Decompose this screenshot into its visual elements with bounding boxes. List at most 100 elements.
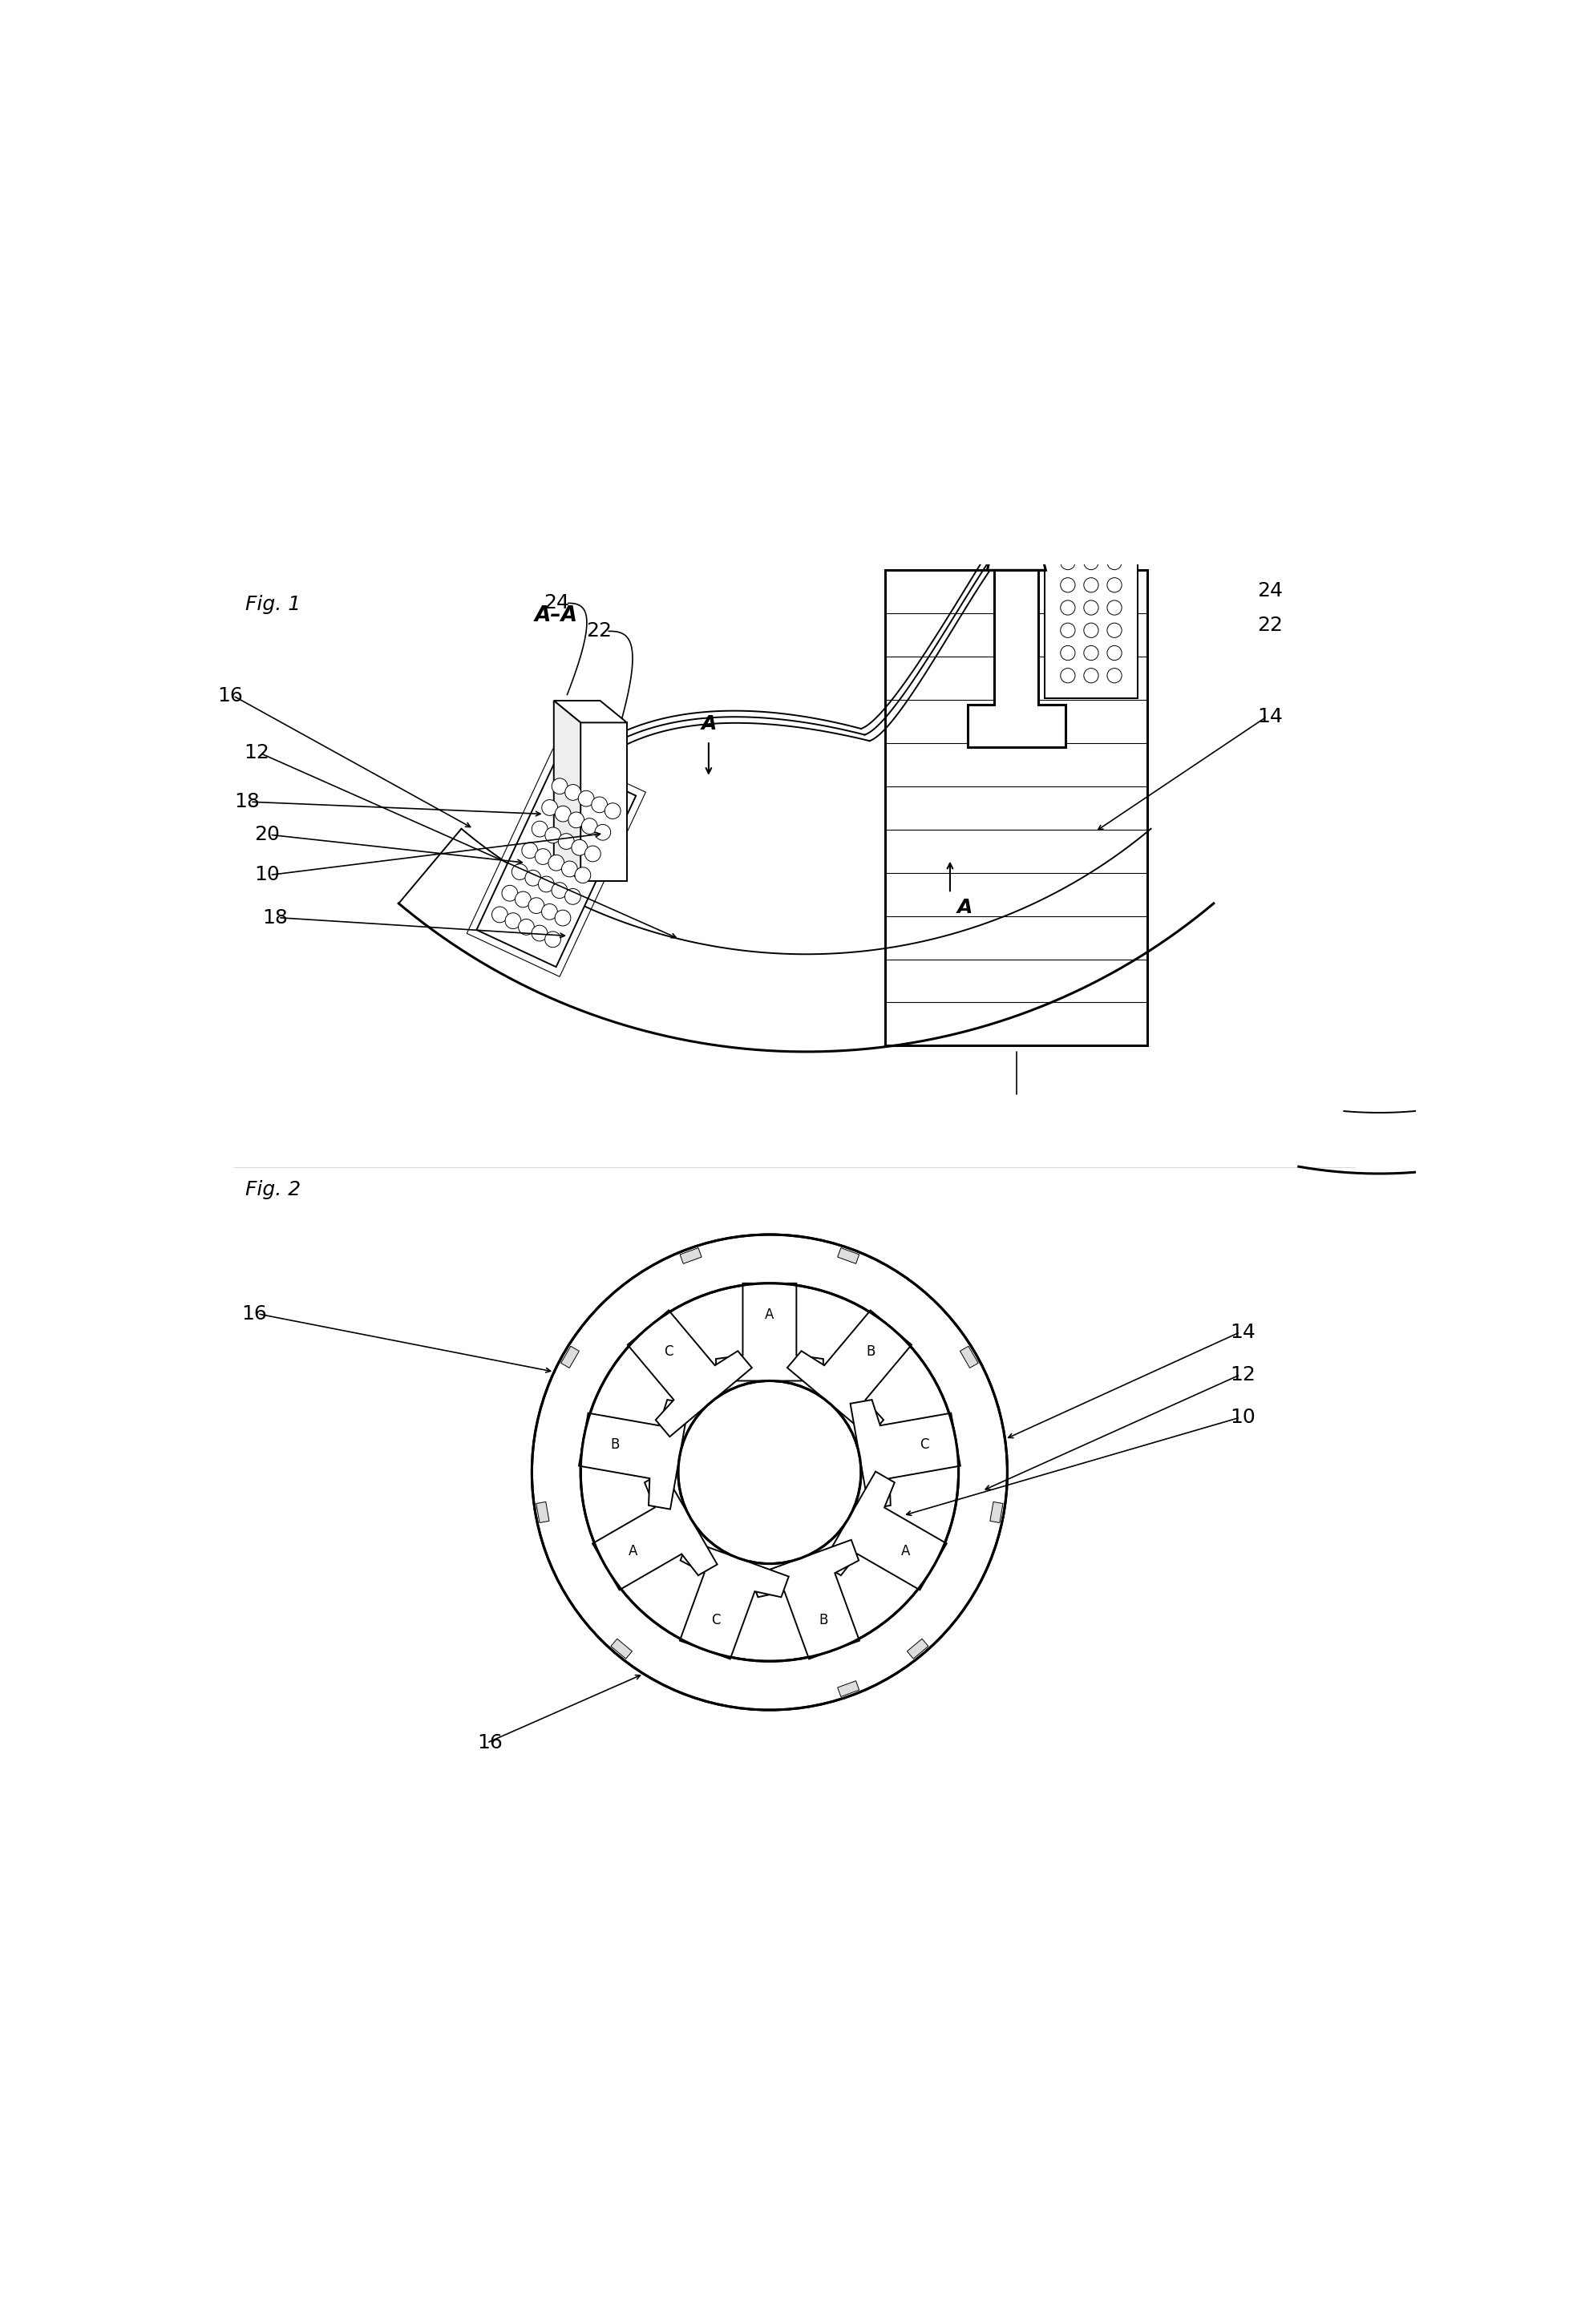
Circle shape	[1060, 669, 1074, 683]
Polygon shape	[786, 1311, 912, 1436]
Text: Fig. 1: Fig. 1	[245, 595, 300, 614]
Circle shape	[541, 904, 557, 920]
Circle shape	[678, 1380, 860, 1564]
Circle shape	[591, 797, 607, 813]
Circle shape	[579, 790, 595, 806]
Polygon shape	[750, 1541, 859, 1659]
Circle shape	[522, 844, 538, 858]
Circle shape	[514, 892, 532, 906]
Polygon shape	[610, 1638, 632, 1659]
Polygon shape	[562, 1346, 579, 1369]
Text: 22: 22	[1257, 616, 1284, 634]
Text: Fig. 2: Fig. 2	[245, 1181, 300, 1199]
Circle shape	[529, 897, 544, 913]
Text: A: A	[901, 1543, 911, 1557]
Text: C: C	[920, 1439, 930, 1452]
Polygon shape	[477, 758, 635, 967]
Circle shape	[1084, 600, 1098, 616]
Circle shape	[585, 846, 601, 862]
Polygon shape	[989, 1501, 1004, 1522]
Circle shape	[574, 867, 591, 883]
Circle shape	[1107, 600, 1122, 616]
Circle shape	[1107, 555, 1122, 569]
Circle shape	[582, 818, 598, 834]
Polygon shape	[1044, 539, 1137, 697]
Text: 14: 14	[1257, 706, 1282, 725]
Text: 14: 14	[1230, 1322, 1255, 1341]
Text: 16: 16	[477, 1734, 502, 1752]
Circle shape	[604, 804, 621, 818]
Circle shape	[1060, 600, 1074, 616]
Circle shape	[558, 834, 574, 848]
Circle shape	[511, 865, 527, 881]
Polygon shape	[967, 569, 1065, 746]
Circle shape	[1060, 555, 1074, 569]
Polygon shape	[593, 1471, 717, 1590]
Circle shape	[562, 862, 577, 876]
Circle shape	[1084, 579, 1098, 593]
Polygon shape	[680, 1541, 788, 1659]
Circle shape	[492, 906, 508, 923]
Text: A: A	[764, 1308, 774, 1322]
Text: 18: 18	[234, 792, 260, 811]
Circle shape	[535, 848, 551, 865]
Circle shape	[544, 932, 560, 948]
Polygon shape	[886, 569, 1147, 1046]
Circle shape	[1060, 646, 1074, 660]
Text: 16: 16	[217, 686, 242, 706]
Polygon shape	[536, 1501, 549, 1522]
Circle shape	[595, 825, 610, 841]
Circle shape	[502, 885, 518, 902]
Circle shape	[555, 911, 571, 925]
Text: B: B	[867, 1346, 875, 1360]
Circle shape	[538, 876, 554, 892]
Circle shape	[1084, 646, 1098, 660]
Circle shape	[532, 925, 547, 941]
Text: 24: 24	[1257, 581, 1284, 600]
Text: B: B	[610, 1439, 620, 1452]
Circle shape	[565, 786, 580, 799]
Polygon shape	[851, 1399, 961, 1508]
Circle shape	[532, 820, 547, 837]
Text: 20: 20	[253, 825, 280, 844]
Circle shape	[1107, 623, 1122, 637]
Text: 16: 16	[242, 1304, 267, 1322]
Circle shape	[552, 779, 568, 795]
Text: 22: 22	[587, 621, 612, 641]
Polygon shape	[580, 723, 628, 881]
Circle shape	[565, 888, 580, 904]
Text: C: C	[711, 1613, 720, 1627]
Circle shape	[1107, 669, 1122, 683]
Circle shape	[568, 811, 584, 827]
Text: A–A: A–A	[535, 604, 577, 625]
Polygon shape	[837, 1248, 859, 1264]
Circle shape	[1107, 579, 1122, 593]
Text: 10: 10	[255, 865, 280, 885]
Circle shape	[1084, 623, 1098, 637]
Text: 10: 10	[1230, 1408, 1255, 1427]
Polygon shape	[823, 1471, 947, 1590]
Circle shape	[1084, 669, 1098, 683]
Polygon shape	[716, 1283, 823, 1380]
Polygon shape	[554, 700, 580, 881]
Text: 12: 12	[244, 744, 271, 762]
Polygon shape	[837, 1680, 859, 1697]
Polygon shape	[960, 1346, 978, 1369]
Polygon shape	[680, 1248, 702, 1264]
Text: A: A	[702, 713, 716, 734]
Polygon shape	[628, 1311, 752, 1436]
Polygon shape	[579, 1399, 689, 1508]
Circle shape	[549, 855, 565, 872]
Text: 18: 18	[263, 909, 288, 927]
Polygon shape	[908, 1638, 928, 1659]
Circle shape	[555, 806, 571, 823]
Circle shape	[1084, 555, 1098, 569]
Circle shape	[1060, 623, 1074, 637]
Text: 12: 12	[1230, 1364, 1255, 1385]
Circle shape	[519, 918, 535, 934]
Circle shape	[505, 913, 521, 930]
Circle shape	[546, 827, 562, 844]
Polygon shape	[988, 532, 1046, 569]
Text: A: A	[958, 897, 972, 918]
Circle shape	[571, 839, 587, 855]
